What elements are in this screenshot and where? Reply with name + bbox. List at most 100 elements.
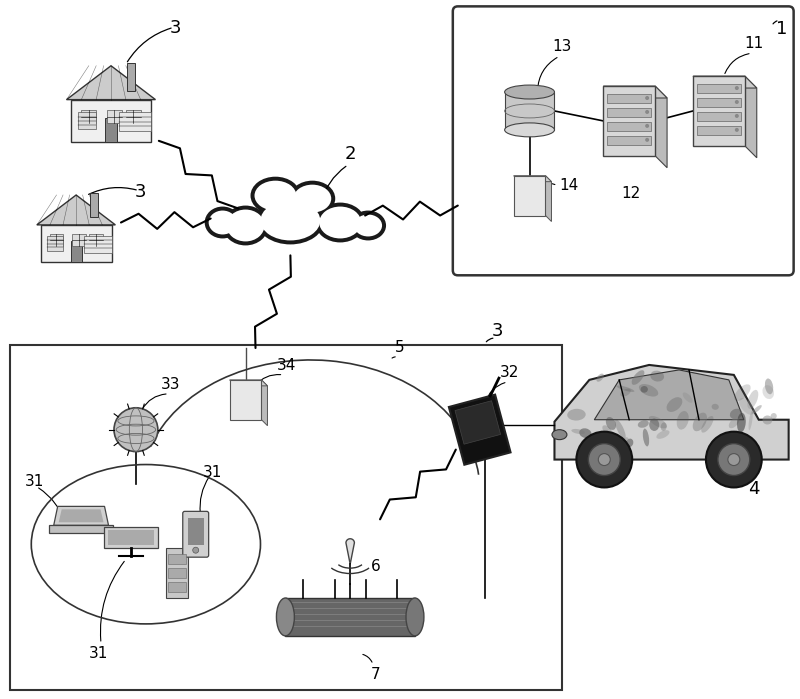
Ellipse shape bbox=[623, 438, 629, 445]
Polygon shape bbox=[72, 234, 86, 246]
Circle shape bbox=[193, 547, 198, 553]
Polygon shape bbox=[168, 554, 186, 564]
Ellipse shape bbox=[730, 409, 742, 419]
Ellipse shape bbox=[729, 417, 739, 428]
Polygon shape bbox=[603, 86, 667, 98]
Polygon shape bbox=[127, 63, 135, 91]
Ellipse shape bbox=[571, 429, 585, 434]
Text: 4: 4 bbox=[748, 480, 759, 498]
Ellipse shape bbox=[639, 384, 658, 396]
Polygon shape bbox=[90, 193, 98, 217]
Ellipse shape bbox=[620, 389, 630, 396]
Ellipse shape bbox=[650, 419, 659, 431]
Ellipse shape bbox=[209, 210, 237, 234]
Polygon shape bbox=[607, 122, 651, 131]
Polygon shape bbox=[745, 76, 757, 158]
Ellipse shape bbox=[739, 398, 754, 415]
Circle shape bbox=[718, 444, 750, 475]
Ellipse shape bbox=[505, 85, 554, 99]
Ellipse shape bbox=[226, 210, 265, 241]
Ellipse shape bbox=[656, 430, 670, 439]
Ellipse shape bbox=[711, 404, 719, 410]
Ellipse shape bbox=[682, 392, 693, 403]
Circle shape bbox=[728, 454, 740, 466]
Text: 31: 31 bbox=[203, 465, 222, 480]
Polygon shape bbox=[90, 234, 102, 246]
Polygon shape bbox=[449, 395, 510, 465]
Polygon shape bbox=[697, 84, 741, 93]
Text: 13: 13 bbox=[553, 39, 572, 55]
Circle shape bbox=[706, 432, 762, 487]
Polygon shape bbox=[514, 175, 551, 182]
Polygon shape bbox=[50, 234, 63, 246]
Ellipse shape bbox=[290, 180, 335, 217]
Ellipse shape bbox=[693, 412, 707, 431]
Circle shape bbox=[735, 114, 739, 118]
Polygon shape bbox=[514, 175, 546, 215]
Circle shape bbox=[645, 110, 649, 114]
Polygon shape bbox=[41, 225, 112, 262]
Ellipse shape bbox=[747, 390, 758, 409]
Text: 33: 33 bbox=[161, 377, 181, 392]
Ellipse shape bbox=[677, 411, 689, 430]
FancyBboxPatch shape bbox=[453, 6, 794, 275]
Ellipse shape bbox=[641, 386, 648, 393]
Polygon shape bbox=[188, 519, 204, 545]
Ellipse shape bbox=[257, 196, 324, 245]
Ellipse shape bbox=[350, 210, 386, 240]
Polygon shape bbox=[286, 598, 415, 636]
Ellipse shape bbox=[602, 425, 612, 435]
Polygon shape bbox=[230, 380, 262, 419]
Polygon shape bbox=[58, 510, 103, 522]
Polygon shape bbox=[262, 380, 267, 426]
Polygon shape bbox=[66, 66, 155, 100]
Text: 3: 3 bbox=[170, 20, 182, 37]
Ellipse shape bbox=[749, 410, 753, 430]
Polygon shape bbox=[346, 539, 354, 564]
Polygon shape bbox=[554, 365, 789, 459]
Ellipse shape bbox=[737, 413, 746, 433]
Ellipse shape bbox=[579, 428, 591, 438]
Polygon shape bbox=[230, 380, 267, 386]
Ellipse shape bbox=[661, 422, 666, 431]
FancyBboxPatch shape bbox=[182, 512, 209, 557]
Polygon shape bbox=[107, 531, 154, 545]
Ellipse shape bbox=[222, 206, 269, 245]
Circle shape bbox=[645, 96, 649, 100]
Text: 6: 6 bbox=[371, 559, 381, 574]
Polygon shape bbox=[105, 118, 118, 142]
Ellipse shape bbox=[354, 215, 382, 236]
Polygon shape bbox=[697, 98, 741, 107]
Ellipse shape bbox=[615, 419, 626, 439]
Text: 3: 3 bbox=[135, 182, 146, 201]
Polygon shape bbox=[54, 506, 109, 526]
Polygon shape bbox=[81, 110, 96, 123]
Circle shape bbox=[598, 454, 610, 466]
Ellipse shape bbox=[765, 378, 774, 394]
Polygon shape bbox=[603, 86, 655, 156]
Polygon shape bbox=[546, 175, 551, 222]
Text: 14: 14 bbox=[559, 178, 578, 193]
Polygon shape bbox=[697, 126, 741, 135]
Ellipse shape bbox=[597, 373, 604, 382]
Ellipse shape bbox=[250, 177, 300, 215]
Polygon shape bbox=[607, 108, 651, 117]
Ellipse shape bbox=[762, 415, 772, 424]
Text: 32: 32 bbox=[500, 365, 519, 380]
Ellipse shape bbox=[762, 385, 774, 399]
Polygon shape bbox=[84, 236, 112, 252]
Text: 3: 3 bbox=[492, 322, 503, 340]
Polygon shape bbox=[594, 370, 744, 419]
Ellipse shape bbox=[737, 412, 740, 420]
Circle shape bbox=[645, 138, 649, 142]
Ellipse shape bbox=[752, 405, 762, 414]
Ellipse shape bbox=[261, 201, 320, 240]
Polygon shape bbox=[168, 582, 186, 592]
Polygon shape bbox=[78, 113, 96, 129]
Polygon shape bbox=[505, 92, 554, 130]
Circle shape bbox=[735, 100, 739, 104]
Circle shape bbox=[588, 444, 620, 475]
Circle shape bbox=[114, 408, 158, 452]
Ellipse shape bbox=[552, 430, 567, 440]
Text: 31: 31 bbox=[88, 646, 108, 661]
